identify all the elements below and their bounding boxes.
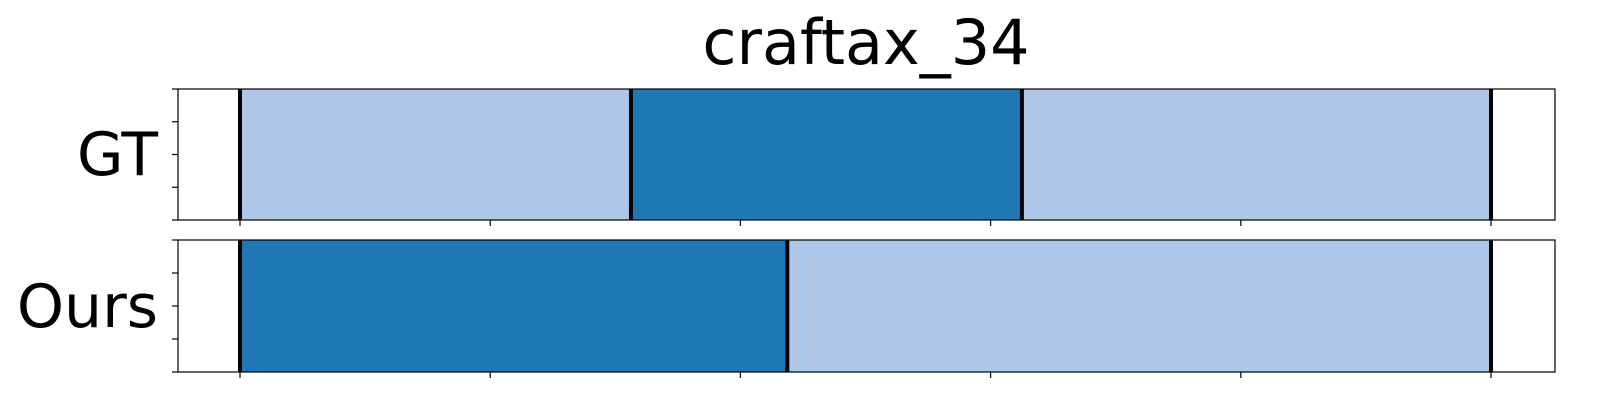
chart-marks bbox=[172, 88, 1556, 378]
segment-gt-0 bbox=[240, 89, 631, 220]
segment-gt-2 bbox=[1021, 89, 1491, 220]
row-label-gt: GT bbox=[77, 120, 158, 190]
segment-gt-1 bbox=[630, 89, 1022, 220]
chart-title: craftax_34 bbox=[702, 6, 1029, 79]
row-label-ours: Ours bbox=[17, 272, 158, 342]
segment-ours-0 bbox=[240, 240, 788, 372]
segment-ours-1 bbox=[787, 240, 1491, 372]
